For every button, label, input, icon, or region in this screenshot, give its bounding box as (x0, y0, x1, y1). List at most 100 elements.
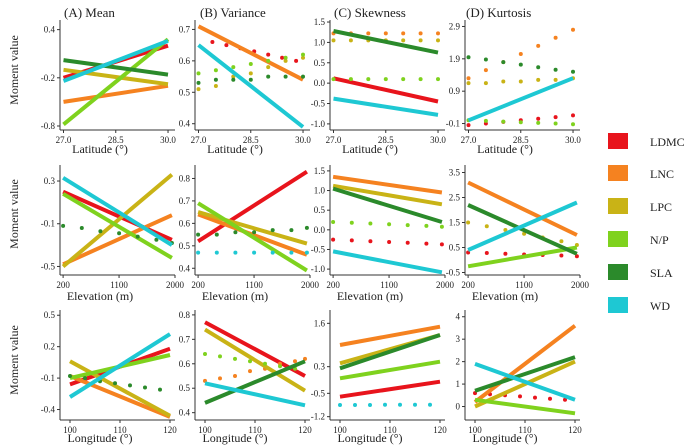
series-line-lpc-r3-c2 (203, 327, 307, 393)
y-tick-label-r2-c2-0: 0.4 (179, 263, 191, 273)
x-tick-label-r2-c3-1: 1100 (380, 280, 398, 290)
series-point-n-p-r1-c3-4 (401, 77, 406, 82)
x-tick-label-r1-c1-2: 30.0 (160, 135, 176, 145)
series-point-lnc-r3-c2-6 (293, 359, 297, 364)
series-point-sla-r1-c4-6 (571, 69, 575, 74)
series-point-sla-r3-c1-6 (158, 387, 162, 392)
series-point-n-p-r2-c3-5 (424, 223, 429, 228)
legend-swatch-sla (608, 264, 628, 280)
y-tick-label-r1-c2-0: 0.4 (179, 119, 191, 129)
series-group-r2-c1 (61, 173, 174, 269)
series-point-sla-r3-c1-4 (128, 383, 132, 388)
series-point-sla-r2-c2-2 (233, 230, 238, 235)
series-line-ldmc-r1-c3 (333, 76, 439, 104)
y-tick-label-r3-c1-2: 0.2 (44, 342, 55, 352)
series-line-wd-r2-c4 (467, 200, 578, 252)
series-point-lnc-r3-c2-1 (218, 376, 222, 381)
series-point-n-p-r2-c3-1 (349, 220, 354, 225)
y-tick-label-r2-c3-3: 0.5 (314, 205, 326, 215)
column-title-kurtosis: (D) Kurtosis (466, 5, 531, 20)
legend-swatch-lpc (608, 198, 628, 214)
x-tick-label-r1-c3-1: 28.5 (378, 135, 394, 145)
y-tick-label-r1-c3-5: 1.5 (314, 17, 326, 27)
series-point-ldmc-r2-c3-5 (424, 241, 429, 246)
series-point-sla-r1-c2-0 (196, 80, 201, 85)
y-tick-label-r1-c3-2: 0.0 (314, 78, 326, 88)
series-point-lpc-r1-c2-1 (213, 84, 218, 88)
series-group-r1-c1 (62, 37, 170, 126)
y-tick-label-r3-c3-1: -0.5 (311, 388, 326, 398)
series-point-sla-r3-c1-3 (113, 381, 117, 386)
series-line-wd-r1-c3 (333, 96, 439, 117)
series-point-n-p-r1-c3-2 (366, 77, 371, 82)
x-tick-label-r2-c3-2: 2000 (436, 280, 455, 290)
x-tick-label-r1-c3-0: 27.0 (326, 135, 342, 145)
series-line-wd-r3-c2 (204, 381, 306, 408)
series-point-ldmc-r1-c4-6 (571, 113, 575, 118)
series-point-sla-r2-c1-4 (135, 234, 140, 239)
series-line-sla-r1-c1 (63, 58, 169, 77)
series-line-lnc-r3-c1 (69, 374, 171, 419)
column-title-mean: (A) Mean (64, 5, 115, 20)
series-point-ldmc-r3-c4-5 (548, 396, 552, 401)
series-point-n-p-r1-c4-5 (553, 121, 558, 126)
x-tick-label-r2-c4-1: 1100 (515, 280, 533, 290)
series-point-wd-r2-c2-4 (270, 250, 275, 255)
series-point-n-p-r1-c2-6 (301, 52, 305, 57)
series-point-n-p-r3-c2-2 (233, 356, 237, 361)
y-tick-label-r1-c2-1: 0.5 (179, 87, 191, 97)
series-point-lpc-r1-c2-5 (283, 58, 288, 63)
series-line-wd-r3-c4 (474, 362, 576, 402)
series-line-n-p-r3-c4 (474, 397, 576, 416)
y-tick-label-r3-c4-1: 1 (456, 379, 461, 389)
x-tick-label-r1-c2-2: 30.0 (295, 135, 311, 145)
x-tick-label-r3-c2-1: 110 (248, 425, 262, 435)
series-point-ldmc-r3-c4-6 (563, 397, 567, 402)
series-line-n-p-r3-c3 (339, 359, 441, 381)
series-point-n-p-r3-c2-4 (263, 361, 267, 366)
y-tick-label-r2-c3-4: 1.0 (314, 186, 326, 196)
series-point-lnc-r1-c3-2 (366, 31, 371, 36)
x-tick-label-r1-c1-0: 27.0 (56, 135, 72, 145)
series-point-lpc-r2-c4-1 (484, 224, 489, 229)
series-point-n-p-r3-c2-5 (278, 364, 282, 369)
series-point-sla-r2-c1-2 (98, 229, 103, 234)
series-point-lpc-r1-c2-0 (196, 87, 201, 92)
series-point-sla-r1-c2-2 (231, 77, 236, 82)
y-axis-title-row-3: Moment value (7, 325, 21, 395)
series-point-n-p-r1-c3-3 (383, 77, 388, 82)
y-tick-label-r2-c2-3: 0.7 (179, 196, 191, 206)
series-point-ldmc-r1-c4-5 (553, 115, 558, 120)
series-point-ldmc-r1-c2-0 (210, 40, 215, 44)
series-point-ldmc-r2-c4-2 (503, 251, 508, 256)
series-point-lnc-r1-c4-0 (466, 76, 471, 81)
series-point-ldmc-r2-c3-2 (368, 239, 373, 244)
series-point-n-p-r1-c4-3 (518, 120, 523, 125)
x-tick-label-r3-c2-0: 100 (198, 425, 212, 435)
series-line-lpc-r3-c1 (69, 359, 171, 418)
series-point-lpc-r1-c3-6 (436, 38, 440, 43)
series-line-lpc-r3-c4 (474, 359, 576, 409)
legend-swatch-lnc (608, 165, 628, 181)
panel-r1-c1: -0.8 -0.2 0.4 27.0 28.5 30.0 (41, 20, 176, 145)
series-point-wd-r3-c3-1 (353, 403, 357, 407)
y-tick-label-r3-c2-1: 0.5 (179, 383, 191, 393)
series-line-lnc-r1-c2 (197, 24, 304, 82)
series-point-n-p-r2-c3-3 (387, 222, 392, 227)
series-line-lpc-r2-c2 (197, 210, 308, 246)
series-line-wd-r3-c1 (68, 332, 172, 399)
series-point-n-p-r2-c3-6 (439, 224, 444, 229)
y-tick-label-r2-c3-1: -0.5 (311, 244, 326, 254)
series-point-n-p-r1-c2-4 (266, 58, 271, 63)
series-point-n-p-r2-c3-2 (368, 221, 373, 226)
y-tick-label-r3-c4-0: 0 (456, 402, 461, 412)
series-group-r1-c4 (466, 27, 575, 128)
x-tick-label-r2-c1-0: 200 (56, 280, 70, 290)
x-tick-label-r1-c3-2: 30.0 (430, 135, 446, 145)
series-point-wd-r3-c3-4 (398, 402, 402, 407)
series-point-sla-r2-c1-1 (79, 226, 84, 230)
legend-label-lpc: LPC (650, 200, 672, 214)
series-point-ldmc-r2-c3-0 (331, 237, 336, 242)
y-tick-label-r3-c1-1: -0.1 (41, 373, 55, 383)
legend-label-wd: WD (650, 299, 670, 313)
